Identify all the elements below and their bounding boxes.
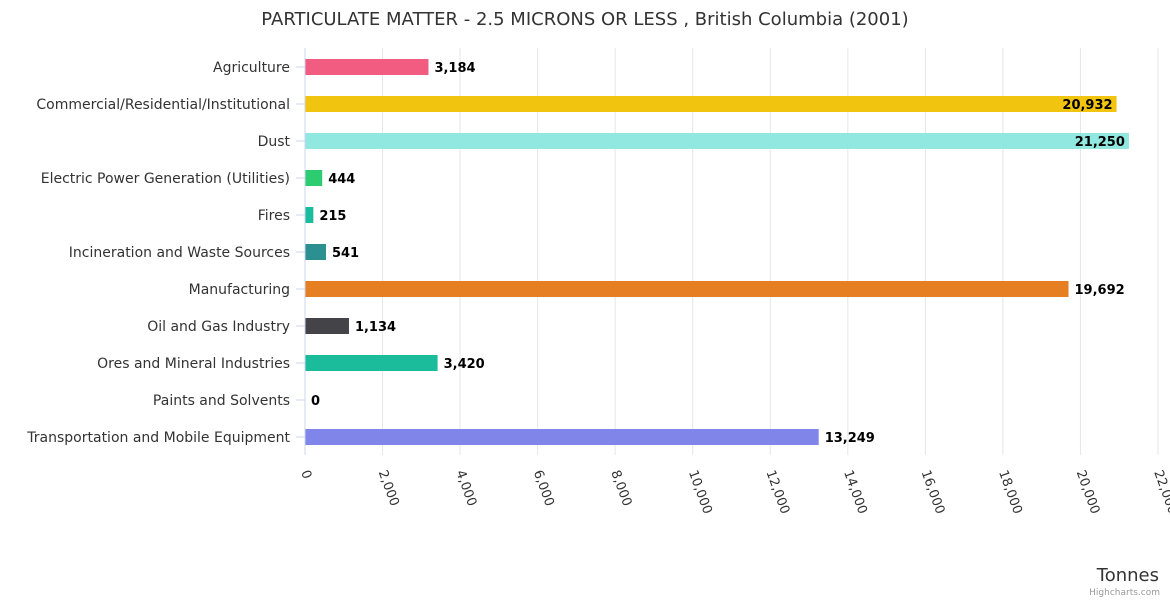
category-label: Electric Power Generation (Utilities) — [41, 171, 290, 187]
x-tick-label: 12,000 — [763, 468, 793, 516]
bar[interactable] — [305, 244, 326, 260]
x-tick-label: 2,000 — [375, 468, 402, 508]
x-tick-label: 14,000 — [840, 468, 870, 516]
category-label: Agriculture — [213, 60, 290, 76]
bar[interactable] — [305, 207, 314, 223]
grid-layer — [382, 48, 1159, 455]
bar[interactable] — [305, 170, 323, 186]
category-label: Oil and Gas Industry — [147, 319, 290, 335]
chart-title: PARTICULATE MATTER - 2.5 MICRONS OR LESS… — [261, 9, 908, 30]
data-label: 1,134 — [355, 320, 396, 335]
data-labels: 3,184 20,932 21,250 444 215 541 19,692 1,134 3,4… — [311, 61, 1125, 446]
data-label: 0 — [311, 394, 320, 409]
x-tick-label: 8,000 — [607, 468, 634, 508]
category-label: Manufacturing — [189, 282, 290, 298]
data-label: 3,420 — [444, 357, 485, 372]
category-label: Incineration and Waste Sources — [69, 245, 290, 261]
x-tick-label: 4,000 — [452, 468, 479, 508]
x-tick-label: 0 — [297, 468, 314, 481]
category-label: Ores and Mineral Industries — [97, 356, 290, 372]
x-tick-label: 6,000 — [530, 468, 557, 508]
bar-layer — [305, 59, 1129, 445]
data-label: 444 — [328, 172, 355, 187]
credits-link[interactable]: Highcharts.com — [1089, 588, 1160, 598]
category-label: Commercial/Residential/Institutional — [36, 97, 290, 113]
bar[interactable] — [305, 133, 1129, 149]
category-label: Fires — [258, 208, 290, 224]
bar[interactable] — [305, 59, 429, 75]
x-tick-label: 22,000 — [1150, 468, 1170, 516]
bar[interactable] — [305, 281, 1069, 297]
data-label: 20,932 — [1062, 98, 1112, 113]
bar[interactable] — [305, 96, 1117, 112]
bar[interactable] — [305, 429, 819, 445]
data-label: 541 — [332, 246, 359, 261]
data-label: 19,692 — [1075, 283, 1125, 298]
x-axis-ticks: 0 2,000 4,000 6,000 8,000 10,000 12,000 14,000 1… — [297, 468, 1170, 516]
x-axis-title: Tonnes — [1096, 565, 1159, 586]
bar[interactable] — [305, 318, 349, 334]
category-label: Transportation and Mobile Equipment — [26, 430, 290, 446]
category-label: Dust — [258, 134, 291, 150]
data-label: 21,250 — [1075, 135, 1125, 150]
x-tick-label: 10,000 — [685, 468, 715, 516]
data-label: 13,249 — [825, 431, 875, 446]
data-label: 3,184 — [434, 61, 475, 76]
x-tick-label: 18,000 — [995, 468, 1025, 516]
data-label: 215 — [319, 209, 346, 224]
x-tick-label: 16,000 — [918, 468, 948, 516]
category-labels: Agriculture Commercial/Residential/Instit… — [26, 48, 306, 455]
x-tick-label: 20,000 — [1073, 468, 1103, 516]
category-label: Paints and Solvents — [153, 393, 290, 409]
bar[interactable] — [305, 355, 438, 371]
